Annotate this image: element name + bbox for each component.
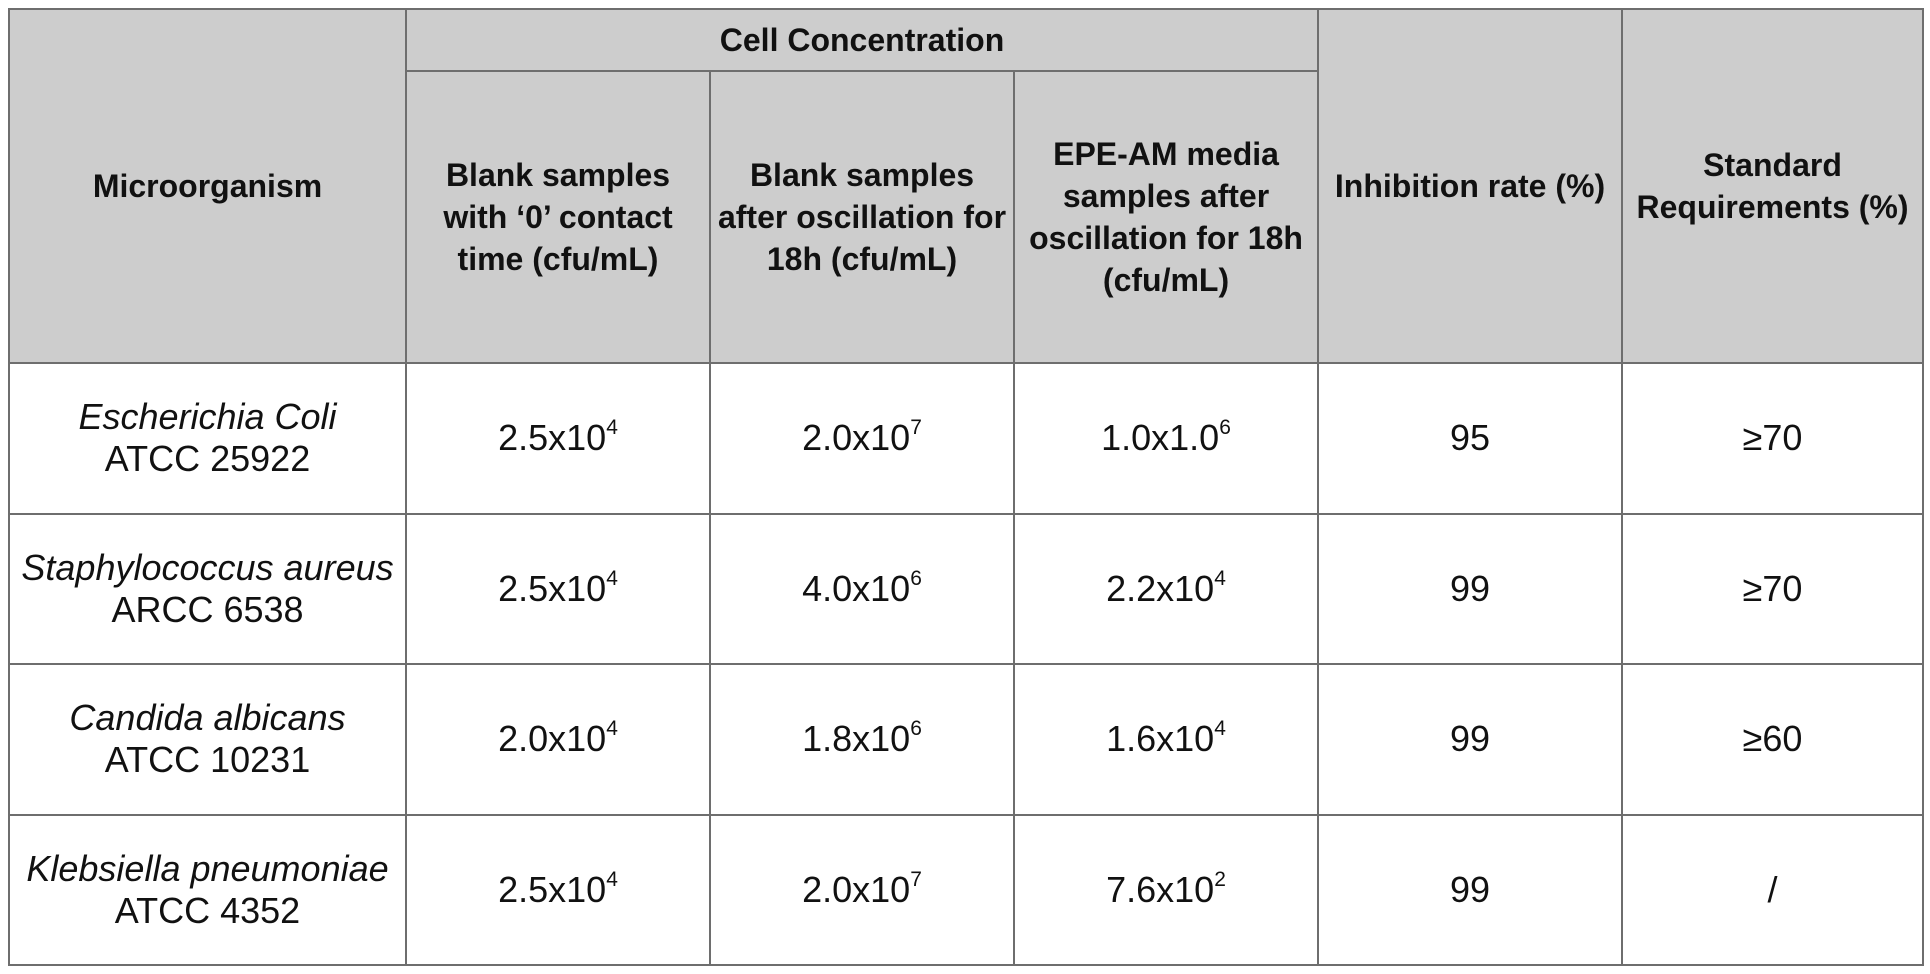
value-exponent: 4 xyxy=(1214,566,1226,590)
value-exponent: 4 xyxy=(606,566,618,590)
organism-strain: ATCC 10231 xyxy=(104,739,311,781)
blank-18h-value: 2.0x107 xyxy=(709,813,1015,966)
blank-zero-value: 2.5x104 xyxy=(405,512,711,665)
value-mantissa: 2.0x10 xyxy=(802,868,911,910)
value-exponent: 6 xyxy=(910,566,922,590)
header-blank-zero-contact: Blank samples with ‘0’ contact time (cfu… xyxy=(405,70,711,364)
value-exponent: 7 xyxy=(910,867,922,891)
standard-value: / xyxy=(1621,813,1925,966)
value-mantissa: 2.5x10 xyxy=(498,567,607,609)
value-exponent: 2 xyxy=(1214,867,1226,891)
value-mantissa: 1.8x10 xyxy=(802,718,911,760)
value-mantissa: 2.0x10 xyxy=(498,718,607,760)
blank-zero-value: 2.0x104 xyxy=(405,663,711,816)
table-row: Escherichia Coli ATCC 25922 2.5x104 2.0x… xyxy=(8,362,1925,515)
value-exponent: 4 xyxy=(606,867,618,891)
organism-cell: Staphylococcus aureus ARCC 6538 xyxy=(8,512,407,665)
header-blank-after-18h: Blank samples after oscillation for 18h … xyxy=(709,70,1015,364)
organism-cell: Escherichia Coli ATCC 25922 xyxy=(8,362,407,515)
blank-18h-value: 2.0x107 xyxy=(709,362,1015,515)
value-mantissa: 4.0x10 xyxy=(802,567,911,609)
header-standard-requirements: Standard Requirements (%) xyxy=(1621,8,1925,364)
organism-strain: ARCC 6538 xyxy=(111,588,304,630)
value-mantissa: 2.0x10 xyxy=(802,417,911,459)
table-row: Staphylococcus aureus ARCC 6538 2.5x104 … xyxy=(8,512,1925,665)
epe-18h-value: 1.0x1.06 xyxy=(1012,362,1320,515)
organism-name: Escherichia Coli xyxy=(78,396,337,438)
inhibition-value: 99 xyxy=(1317,813,1624,966)
organism-name: Staphylococcus aureus xyxy=(21,546,394,588)
value-exponent: 6 xyxy=(1219,416,1231,440)
epe-18h-value: 2.2x104 xyxy=(1012,512,1320,665)
value-exponent: 6 xyxy=(910,717,922,741)
organism-cell: Candida albicans ATCC 10231 xyxy=(8,663,407,816)
value-mantissa: 2.2x10 xyxy=(1106,567,1215,609)
standard-value: ≥60 xyxy=(1621,663,1925,816)
organism-cell: Klebsiella pneumoniae ATCC 4352 xyxy=(8,813,407,966)
organism-name: Candida albicans xyxy=(69,697,346,739)
header-epe-am-after-18h: EPE-AM media samples after oscillation f… xyxy=(1012,70,1320,364)
value-exponent: 4 xyxy=(606,717,618,741)
organism-strain: ATCC 4352 xyxy=(114,889,301,931)
header-row-bottom: Blank samples with ‘0’ contact time (cfu… xyxy=(9,70,1923,364)
blank-zero-value: 2.5x104 xyxy=(405,362,711,515)
value-mantissa: 2.5x10 xyxy=(498,868,607,910)
blank-18h-value: 1.8x106 xyxy=(709,663,1015,816)
epe-18h-value: 1.6x104 xyxy=(1012,663,1320,816)
table-row: Candida albicans ATCC 10231 2.0x104 1.8x… xyxy=(8,663,1925,816)
inhibition-value: 99 xyxy=(1317,512,1624,665)
standard-value: ≥70 xyxy=(1621,362,1925,515)
header-inhibition-rate: Inhibition rate (%) xyxy=(1317,8,1624,364)
inhibition-value: 95 xyxy=(1317,362,1624,515)
header-microorganism: Microorganism xyxy=(8,8,407,364)
value-exponent: 7 xyxy=(910,416,922,440)
value-mantissa: 1.0x1.0 xyxy=(1101,417,1220,459)
value-mantissa: 2.5x10 xyxy=(498,417,607,459)
epe-18h-value: 7.6x102 xyxy=(1012,813,1320,966)
value-mantissa: 7.6x10 xyxy=(1106,868,1215,910)
standard-value: ≥70 xyxy=(1621,512,1925,665)
inhibition-value: 99 xyxy=(1317,663,1624,816)
header-row-top: Microorganism Cell Concentration Inhibit… xyxy=(8,8,1925,364)
blank-18h-value: 4.0x106 xyxy=(709,512,1015,665)
results-table: Microorganism Cell Concentration Inhibit… xyxy=(8,8,1925,966)
blank-zero-value: 2.5x104 xyxy=(405,813,711,966)
header-cell-concentration: Cell Concentration xyxy=(404,8,1320,72)
organism-name: Klebsiella pneumoniae xyxy=(26,847,389,889)
table-row: Klebsiella pneumoniae ATCC 4352 2.5x104 … xyxy=(8,813,1925,966)
value-exponent: 4 xyxy=(606,416,618,440)
organism-strain: ATCC 25922 xyxy=(104,438,311,480)
value-exponent: 4 xyxy=(1214,717,1226,741)
value-mantissa: 1.6x10 xyxy=(1106,718,1215,760)
